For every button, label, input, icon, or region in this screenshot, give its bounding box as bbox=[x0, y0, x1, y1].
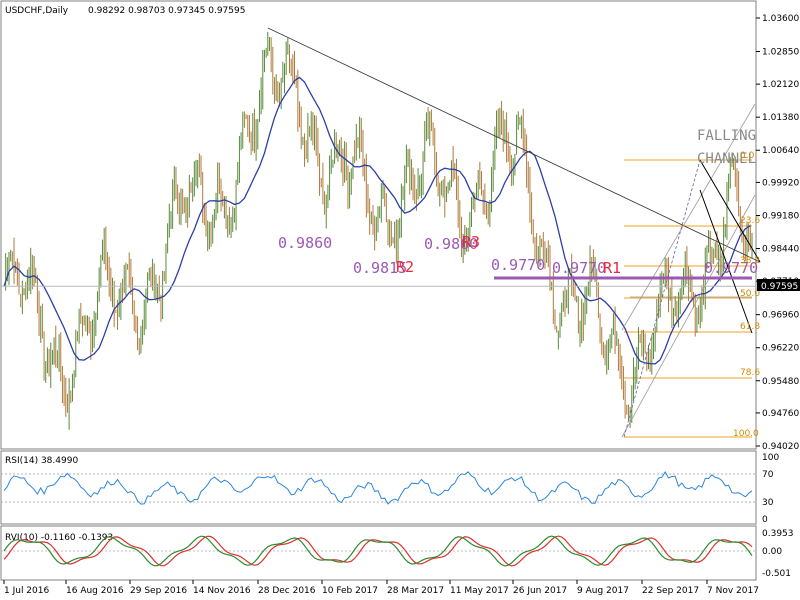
fib-label-23-6: 23.6 bbox=[740, 216, 760, 226]
fib-label-50: 50.0 bbox=[740, 289, 760, 299]
falling-channel-upper bbox=[699, 159, 761, 263]
price-tick-label: 0.95480 bbox=[762, 377, 799, 387]
time-tick-label: 14 Nov 2016 bbox=[193, 586, 251, 596]
rsi-scale-100: 100 bbox=[762, 453, 779, 463]
rvi-panel-frame bbox=[0, 525, 757, 581]
level-label-0-9860-a: 0.9860 bbox=[278, 234, 332, 252]
time-tick-label: 16 Aug 2016 bbox=[66, 586, 124, 596]
time-tick-label: 1 Jul 2016 bbox=[4, 586, 49, 596]
resistance-label-r3: R3 bbox=[462, 233, 480, 251]
price-tick-label: 0.98440 bbox=[762, 245, 799, 255]
price-tick-label: 1.02850 bbox=[762, 48, 799, 58]
time-tick-label: 22 Sep 2017 bbox=[642, 586, 699, 596]
rvi-title: RVI(10) -0.1160 -0.1393 bbox=[5, 533, 113, 543]
fib-anchor-line bbox=[623, 159, 701, 438]
price-candles bbox=[5, 31, 753, 430]
price-tick-label: 0.96220 bbox=[762, 344, 799, 354]
symbol-label: USDCHF,Daily bbox=[5, 6, 69, 16]
moving-average-line bbox=[3, 76, 751, 365]
time-tick-label: 11 May 2017 bbox=[450, 586, 509, 596]
rvi-scale-zero: 0.00 bbox=[762, 547, 782, 557]
rvi-scale-min: -0.501 bbox=[762, 569, 791, 579]
level-label-0-9860-b: 0.9860 bbox=[424, 235, 478, 253]
current-price-marker: 0.97595 bbox=[757, 279, 800, 292]
ascending-channel-upper bbox=[621, 103, 756, 331]
fib-label-0: 0.0 bbox=[740, 151, 755, 161]
time-tick-label: 26 Jun 2017 bbox=[513, 586, 567, 596]
price-tick-label: 1.02120 bbox=[762, 80, 799, 90]
fib-label-100: 100.0 bbox=[733, 429, 759, 439]
rsi-scale-0: 0 bbox=[762, 515, 768, 525]
current-price-label: 0.97595 bbox=[761, 282, 798, 292]
price-tick-label: 1.03600 bbox=[762, 14, 799, 24]
level-label-0-9770-b: 0.9770 bbox=[552, 259, 606, 277]
time-tick-label: 10 Feb 2017 bbox=[322, 586, 378, 596]
rsi-panel-frame bbox=[0, 450, 757, 525]
time-tick-label: 28 Mar 2017 bbox=[387, 586, 444, 596]
resistance-label-r2: R2 bbox=[396, 258, 414, 276]
ascending-channel-lower bbox=[621, 194, 756, 438]
level-label-0-9770-c: 0.9770 bbox=[704, 259, 758, 277]
price-tick-label: 0.99180 bbox=[762, 211, 799, 221]
main-panel-frame bbox=[0, 0, 757, 450]
ma-line bbox=[3, 76, 751, 365]
rsi-polyline bbox=[3, 471, 753, 505]
price-tick-label: 0.94760 bbox=[762, 409, 799, 419]
falling-channel-lower bbox=[699, 189, 753, 334]
price-tick-label: 0.99920 bbox=[762, 178, 799, 188]
rsi-title: RSI(14) 38.4990 bbox=[5, 456, 78, 466]
trend-lines[interactable] bbox=[1, 27, 761, 438]
rvi-lines bbox=[1, 535, 756, 567]
falling-channel-label-2: CHANNEL bbox=[697, 151, 756, 167]
rvi-signal-line bbox=[3, 535, 753, 567]
falling-channel-label-1: FALLING bbox=[697, 128, 756, 144]
time-tick-label: 7 Nov 2017 bbox=[707, 586, 759, 596]
price-tick-label: 0.96960 bbox=[762, 311, 799, 321]
fibonacci-retracement[interactable] bbox=[624, 159, 752, 438]
price-tick-label: 0.94020 bbox=[762, 442, 799, 452]
price-scale: 1.03600 1.02850 1.02120 1.01380 1.00640 0.999… bbox=[756, 14, 799, 452]
time-tick-label: 29 Sep 2016 bbox=[130, 586, 187, 596]
rvi-main-line bbox=[3, 535, 753, 567]
rsi-scale-70: 70 bbox=[762, 470, 774, 480]
fib-label-61-8: 61.8 bbox=[740, 322, 760, 332]
rsi-line bbox=[3, 471, 753, 505]
time-tick-label: 9 Aug 2017 bbox=[577, 586, 629, 596]
rsi-scale-30: 30 bbox=[762, 498, 774, 508]
level-label-0-9770-a: 0.9770 bbox=[491, 256, 545, 274]
fib-label-38-2: 38.2 bbox=[740, 256, 760, 266]
resistance-label-r1: R1 bbox=[603, 259, 621, 277]
time-tick-label: 28 Dec 2016 bbox=[258, 586, 316, 596]
level-label-0-9815: 0.9815 bbox=[353, 259, 407, 277]
fib-label-78-6: 78.6 bbox=[740, 368, 760, 378]
time-axis: 1 Jul 2016 16 Aug 2016 29 Sep 2016 14 Nov 2… bbox=[3, 580, 759, 596]
price-tick-label: 1.01380 bbox=[762, 113, 799, 123]
price-tick-label: 1.00640 bbox=[762, 146, 799, 156]
long-downtrend-line bbox=[267, 27, 761, 263]
rvi-scale-max: 0.3953 bbox=[762, 529, 794, 539]
ohlc-readout: 0.98292 0.98703 0.97345 0.97595 bbox=[88, 6, 245, 16]
